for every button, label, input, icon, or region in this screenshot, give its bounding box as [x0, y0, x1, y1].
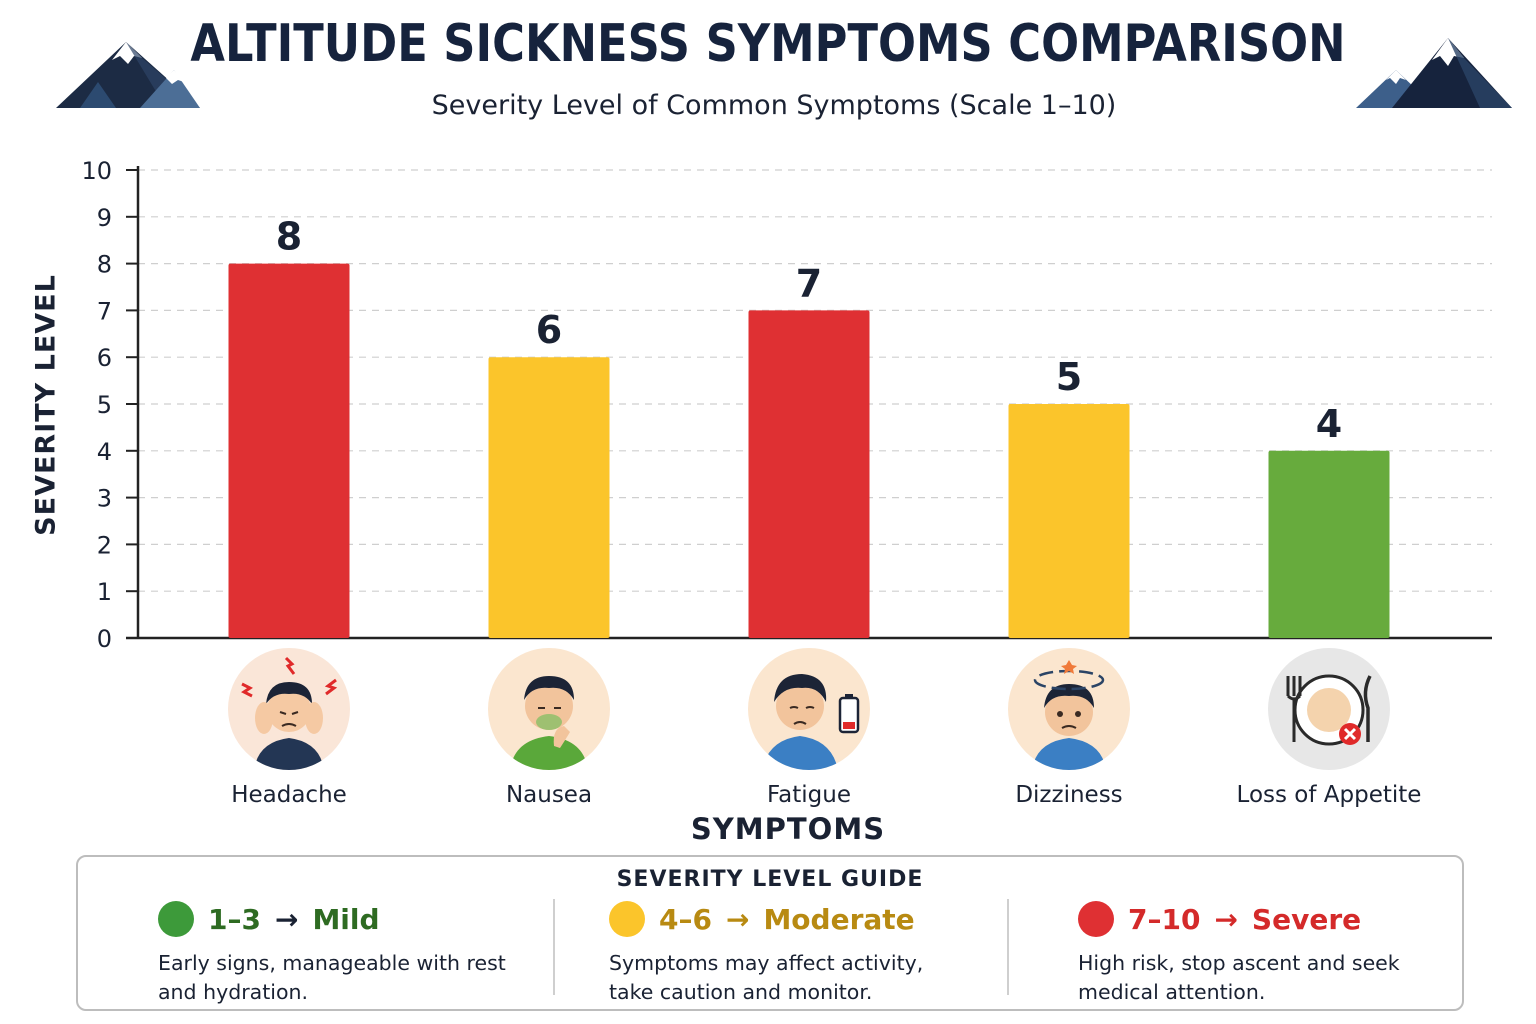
chart-title: ALTITUDE SICKNESS SYMPTOMS COMPARISON — [190, 14, 1346, 74]
guide-moderate-range: 4–6 — [659, 902, 712, 936]
nausea-icon — [510, 676, 588, 770]
fatigue-icon — [762, 674, 860, 770]
guide-mild-arrow: → — [274, 902, 299, 936]
bar-headache — [228, 263, 350, 638]
dizziness-icon — [1032, 660, 1106, 770]
guide-severe-description: High risk, stop ascent and seek medical … — [1078, 951, 1400, 1004]
guide-severe: 7–10 → Severe High risk, stop ascent and… — [1078, 901, 1498, 1007]
guide-mild-label: Mild — [312, 902, 380, 936]
mild-dot-icon — [158, 901, 194, 937]
guide-title: SEVERITY LEVEL GUIDE — [616, 867, 924, 892]
guide-divider — [1007, 899, 1009, 995]
symptom-dizziness: Dizziness — [949, 648, 1189, 808]
y-tick-label: 9 — [97, 204, 112, 232]
mountain-left-icon — [56, 42, 200, 108]
guide-mild-heading: 1–3 → Mild — [158, 901, 578, 937]
data-label: 4 — [1316, 402, 1342, 446]
y-tick-label: 7 — [97, 297, 112, 325]
y-tick-label: 10 — [81, 157, 112, 185]
guide-moderate: 4–6 → Moderate Symptoms may affect activ… — [609, 901, 1029, 1007]
guide-severe-label: Severe — [1251, 902, 1362, 936]
guide-severe-range: 7–10 — [1128, 902, 1201, 936]
y-tick-label: 2 — [97, 531, 112, 559]
y-tick-label: 1 — [97, 578, 112, 606]
mountain-right-icon — [1356, 38, 1512, 108]
bar-loss-of-appetite — [1268, 450, 1390, 638]
symptom-label: Fatigue — [767, 782, 851, 808]
symptom-label: Headache — [231, 782, 347, 808]
y-axis-label: SEVERITY LEVEL — [30, 274, 62, 536]
y-tick-label: 0 — [97, 625, 112, 653]
data-label: 5 — [1056, 355, 1082, 399]
loss-of-appetite-icon — [1286, 674, 1372, 746]
symptom-fatigue: Fatigue — [689, 648, 929, 808]
data-label: 8 — [276, 215, 302, 259]
guide-mild-range: 1–3 — [208, 902, 261, 936]
symptom-label: Loss of Appetite — [1236, 782, 1422, 808]
data-label: 6 — [536, 308, 562, 352]
guide-moderate-label: Moderate — [763, 902, 915, 936]
guide-severe-arrow: → — [1214, 902, 1238, 936]
symptom-headache: Headache — [169, 648, 409, 808]
guide-moderate-arrow: → — [725, 902, 750, 936]
symptom-loss-of-appetite: Loss of Appetite — [1209, 648, 1449, 808]
x-axis-label: SYMPTOMS — [690, 812, 886, 846]
y-tick-label: 8 — [97, 251, 112, 279]
symptom-nausea: Nausea — [429, 648, 669, 808]
y-tick-label: 5 — [97, 391, 112, 419]
y-tick-label: 3 — [97, 485, 112, 513]
bar-dizziness — [1008, 404, 1130, 638]
y-tick-label: 4 — [97, 438, 112, 466]
headache-icon — [241, 656, 338, 770]
guide-divider — [553, 899, 555, 995]
data-label: 7 — [796, 261, 822, 305]
bar-nausea — [488, 357, 610, 638]
moderate-dot-icon — [609, 901, 645, 937]
severe-dot-icon — [1078, 901, 1114, 937]
guide-moderate-heading: 4–6 → Moderate — [609, 901, 1029, 937]
guide-moderate-description: Symptoms may affect activity, take cauti… — [609, 951, 924, 1004]
symptom-label: Nausea — [505, 782, 593, 808]
chart-subtitle: Severity Level of Common Symptoms (Scale… — [431, 90, 1117, 121]
y-tick-label: 6 — [97, 344, 112, 372]
severity-level-guide: SEVERITY LEVEL GUIDE 1–3 → Mild Early si… — [76, 855, 1464, 1011]
guide-severe-heading: 7–10 → Severe — [1078, 901, 1498, 937]
guide-mild-description: Early signs, manageable with rest and hy… — [158, 951, 506, 1004]
guide-mild: 1–3 → Mild Early signs, manageable with … — [158, 901, 578, 1007]
bar-fatigue — [748, 310, 870, 638]
symptom-label: Dizziness — [1015, 782, 1123, 808]
